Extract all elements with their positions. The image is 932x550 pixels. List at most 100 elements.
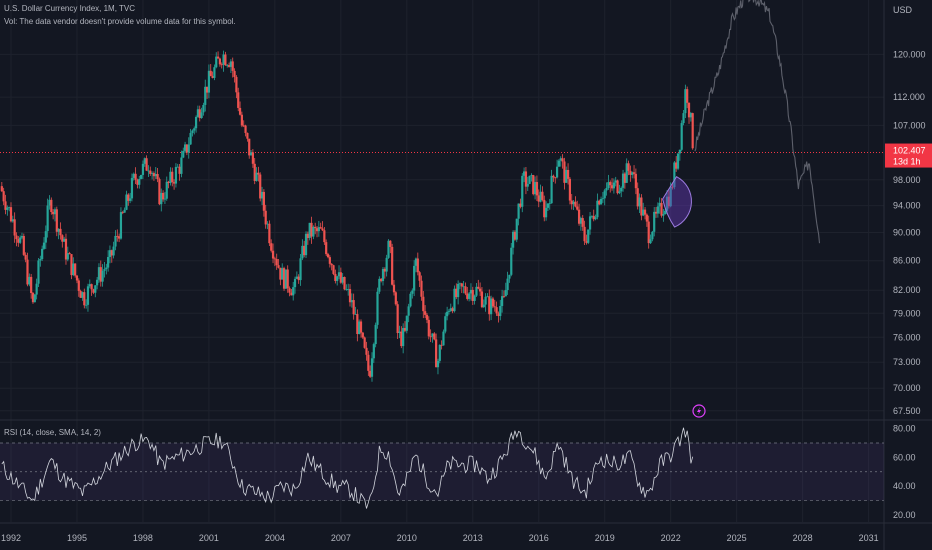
time-axis: 1992 1995 1998 2001 2004 2007 2010 2013 2016 2019… bbox=[1, 533, 879, 543]
candle-body bbox=[149, 170, 152, 174]
candle-body bbox=[194, 116, 198, 129]
candle-body bbox=[469, 289, 473, 294]
candle-body bbox=[665, 196, 669, 211]
price-tick-label: 107.000 bbox=[893, 120, 926, 130]
candle-body bbox=[446, 311, 449, 317]
candle-body bbox=[0, 186, 3, 192]
candle-body bbox=[326, 254, 330, 258]
candle-body bbox=[8, 207, 11, 208]
candle-body bbox=[658, 202, 661, 207]
candle-body bbox=[643, 209, 647, 215]
candle-body bbox=[251, 152, 254, 164]
candle-body bbox=[686, 89, 689, 103]
candle-body bbox=[180, 157, 183, 174]
candle-body bbox=[266, 223, 269, 225]
candle-body bbox=[457, 283, 460, 298]
candle-body bbox=[50, 199, 53, 212]
candle-body bbox=[90, 284, 93, 290]
candle-body bbox=[425, 314, 429, 320]
price-tick-label: 82.000 bbox=[893, 285, 921, 295]
candle-body bbox=[675, 162, 678, 169]
candle-body bbox=[207, 70, 211, 93]
candle-body bbox=[244, 125, 247, 133]
price-tick-label: 70.000 bbox=[893, 383, 921, 393]
candle-body bbox=[623, 173, 626, 183]
candle-body bbox=[543, 199, 546, 218]
candle-body bbox=[594, 217, 597, 220]
candle-body bbox=[618, 191, 621, 194]
candle-body bbox=[134, 173, 137, 180]
candle-body bbox=[275, 259, 278, 266]
candle-body bbox=[512, 231, 515, 248]
candle-body bbox=[6, 207, 9, 210]
candle-body bbox=[319, 227, 322, 229]
candle-body bbox=[163, 198, 167, 200]
candle-body bbox=[598, 200, 601, 205]
candle-body bbox=[372, 344, 375, 359]
candle-body bbox=[343, 276, 346, 290]
candle-body bbox=[72, 263, 75, 276]
candle-body bbox=[588, 216, 592, 230]
candle-body bbox=[160, 192, 163, 205]
candle-body bbox=[68, 253, 71, 255]
candle-body bbox=[218, 58, 222, 65]
candle-body bbox=[587, 229, 590, 243]
candle-body bbox=[438, 344, 441, 361]
candle-body bbox=[354, 314, 357, 315]
candle-body bbox=[653, 211, 656, 232]
candle-body bbox=[249, 152, 253, 156]
lightning-circle bbox=[692, 404, 706, 418]
candle-body bbox=[585, 241, 588, 243]
candle-body bbox=[240, 114, 243, 126]
candle-body bbox=[295, 276, 298, 279]
candle-body bbox=[31, 293, 35, 303]
candle-body bbox=[39, 258, 42, 261]
candle-body bbox=[33, 294, 36, 303]
candle-body bbox=[583, 226, 586, 242]
candle-body bbox=[238, 107, 242, 115]
candle-body bbox=[678, 149, 681, 154]
candle-body bbox=[394, 292, 397, 305]
candle-body bbox=[599, 199, 603, 205]
candle-body bbox=[546, 203, 550, 208]
price-axis: 67.500 70.000 73.000 76.000 79.000 82.000 86.0… bbox=[893, 49, 926, 415]
candle-body bbox=[143, 158, 146, 164]
candle-body bbox=[273, 258, 276, 260]
candle-body bbox=[499, 305, 502, 317]
candle-body bbox=[629, 170, 632, 175]
candle-body bbox=[161, 192, 165, 200]
candle-body bbox=[596, 200, 599, 218]
candle-body bbox=[24, 254, 27, 260]
candle-body bbox=[462, 286, 465, 288]
candle-body bbox=[191, 130, 194, 133]
candle-body bbox=[559, 158, 562, 161]
candle-body bbox=[193, 128, 196, 131]
candle-body bbox=[226, 65, 229, 66]
candle-body bbox=[420, 280, 423, 297]
candle-body bbox=[293, 278, 297, 288]
candle-body bbox=[601, 198, 604, 200]
candle-body bbox=[317, 227, 320, 232]
candle-body bbox=[345, 289, 348, 290]
candle-body bbox=[303, 245, 306, 256]
chart-title: U.S. Dollar Currency Index, 1M, TVC bbox=[4, 4, 136, 13]
candle-body bbox=[288, 288, 291, 293]
candle-body bbox=[497, 313, 500, 317]
candle-body bbox=[88, 284, 91, 287]
candle-body bbox=[554, 177, 557, 179]
candle-body bbox=[616, 180, 619, 194]
candle-body bbox=[539, 191, 542, 202]
candle-body bbox=[57, 228, 60, 232]
candle-body bbox=[645, 214, 648, 222]
candle-body bbox=[306, 233, 309, 238]
candle-body bbox=[466, 293, 469, 299]
candle-body bbox=[614, 180, 617, 183]
time-tick-label: 2016 bbox=[529, 533, 549, 543]
lightning-icon[interactable] bbox=[692, 404, 706, 418]
candle-body bbox=[561, 158, 564, 162]
candle-body bbox=[9, 207, 13, 222]
candle-body bbox=[270, 243, 273, 251]
candle-body bbox=[374, 324, 377, 345]
candle-body bbox=[213, 67, 216, 78]
